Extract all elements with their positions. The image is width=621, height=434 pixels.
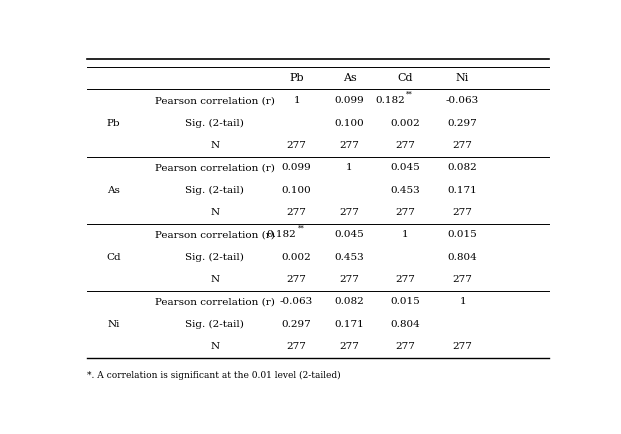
Text: N: N	[211, 208, 219, 217]
Text: 0.453: 0.453	[390, 186, 420, 194]
Text: 277: 277	[340, 275, 360, 284]
Text: 1: 1	[347, 163, 353, 172]
Text: Ni: Ni	[456, 73, 469, 83]
Text: 277: 277	[453, 141, 473, 150]
Text: 277: 277	[395, 141, 415, 150]
Text: 0.171: 0.171	[335, 320, 365, 329]
Text: **: **	[406, 90, 412, 99]
Text: Pearson correlation (r): Pearson correlation (r)	[155, 96, 274, 105]
Text: 0.171: 0.171	[448, 186, 478, 194]
Text: 0.100: 0.100	[282, 186, 312, 194]
Text: -0.063: -0.063	[446, 96, 479, 105]
Text: 277: 277	[287, 342, 307, 351]
Text: As: As	[107, 186, 120, 194]
Text: N: N	[211, 141, 219, 150]
Text: Sig. (2-tail): Sig. (2-tail)	[185, 118, 244, 128]
Text: N: N	[211, 342, 219, 351]
Text: Pearson correlation (r): Pearson correlation (r)	[155, 297, 274, 306]
Text: 277: 277	[453, 275, 473, 284]
Text: Ni: Ni	[107, 320, 120, 329]
Text: 277: 277	[395, 275, 415, 284]
Text: Pearson correlation (r): Pearson correlation (r)	[155, 163, 274, 172]
Text: 1: 1	[293, 96, 300, 105]
Text: 0.099: 0.099	[282, 163, 312, 172]
Text: 0.100: 0.100	[335, 118, 365, 128]
Text: 0.182: 0.182	[267, 230, 297, 239]
Text: 277: 277	[395, 342, 415, 351]
Text: 0.297: 0.297	[282, 320, 312, 329]
Text: *. A correlation is significant at the 0.01 level (2-tailed): *. A correlation is significant at the 0…	[87, 371, 341, 380]
Text: 0.182: 0.182	[375, 96, 405, 105]
Text: 0.045: 0.045	[335, 230, 365, 239]
Text: N: N	[211, 275, 219, 284]
Text: 0.002: 0.002	[390, 118, 420, 128]
Text: As: As	[343, 73, 356, 83]
Text: **: **	[297, 224, 304, 233]
Text: 0.015: 0.015	[448, 230, 478, 239]
Text: Cd: Cd	[106, 253, 121, 262]
Text: 277: 277	[453, 208, 473, 217]
Text: 0.002: 0.002	[282, 253, 312, 262]
Text: 0.082: 0.082	[335, 297, 365, 306]
Text: 0.804: 0.804	[390, 320, 420, 329]
Text: Pearson correlation (r): Pearson correlation (r)	[155, 230, 274, 239]
Text: 277: 277	[287, 141, 307, 150]
Text: 1: 1	[460, 297, 466, 306]
Text: 0.015: 0.015	[390, 297, 420, 306]
Text: 277: 277	[287, 208, 307, 217]
Text: 277: 277	[395, 208, 415, 217]
Text: 277: 277	[453, 342, 473, 351]
Text: 0.082: 0.082	[448, 163, 478, 172]
Text: 0.099: 0.099	[335, 96, 365, 105]
Text: 277: 277	[340, 141, 360, 150]
Text: 0.045: 0.045	[390, 163, 420, 172]
Text: Pb: Pb	[289, 73, 304, 83]
Text: 277: 277	[340, 342, 360, 351]
Text: Sig. (2-tail): Sig. (2-tail)	[185, 186, 244, 195]
Text: -0.063: -0.063	[280, 297, 313, 306]
Text: Cd: Cd	[397, 73, 412, 83]
Text: Sig. (2-tail): Sig. (2-tail)	[185, 253, 244, 262]
Text: 0.804: 0.804	[448, 253, 478, 262]
Text: 0.297: 0.297	[448, 118, 478, 128]
Text: Pb: Pb	[107, 118, 120, 128]
Text: 0.453: 0.453	[335, 253, 365, 262]
Text: Sig. (2-tail): Sig. (2-tail)	[185, 320, 244, 329]
Text: 1: 1	[402, 230, 408, 239]
Text: 277: 277	[340, 208, 360, 217]
Text: 277: 277	[287, 275, 307, 284]
